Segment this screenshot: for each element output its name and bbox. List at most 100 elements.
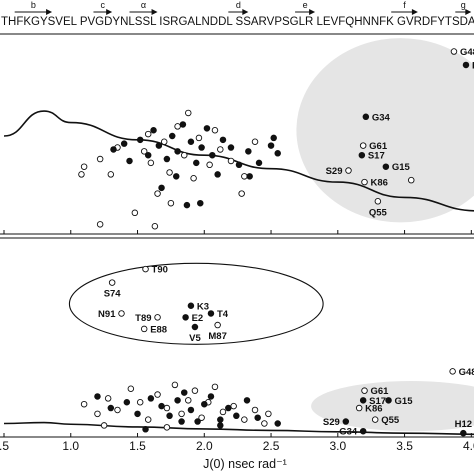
x-tick-label-3: 2.0 <box>196 439 213 453</box>
filled-point-6 <box>155 142 163 149</box>
point-g34 <box>359 427 367 435</box>
open-point-21 <box>100 422 108 429</box>
open-point-13 <box>185 109 192 117</box>
point-label-k86: K86 <box>365 404 382 415</box>
open-point-20 <box>265 410 272 418</box>
filled-point-9 <box>187 406 195 414</box>
open-point-9 <box>171 381 179 389</box>
filled-point-11 <box>187 138 195 146</box>
filled-point-12 <box>193 159 200 167</box>
protein-sequence: THFKGYSVEL PVGDYNLSSL ISRGALNDDL SSARVPS… <box>1 16 474 28</box>
open-point-22 <box>163 424 171 431</box>
point-s74 <box>108 279 116 286</box>
open-point-3 <box>107 171 115 178</box>
filled-point-4 <box>147 395 155 402</box>
point-label-k3: K3 <box>197 301 209 312</box>
highlight-region <box>311 381 474 432</box>
filled-point-17 <box>254 414 261 421</box>
filled-point-13 <box>198 144 205 151</box>
point-label-t4: T4 <box>217 309 229 320</box>
sequence-marker-label-4: e <box>303 0 308 10</box>
open-point-7 <box>147 159 155 167</box>
x-axis: .5 1.0 1.5 2.0 2.5 3.0 3.5 4.0 <box>0 230 474 453</box>
sequence-arrow-head-0 <box>46 9 53 15</box>
sequence-marker-label-5: f <box>403 0 406 10</box>
open-point-2 <box>96 155 104 163</box>
open-point-4 <box>127 385 135 393</box>
point-v5 <box>191 323 199 331</box>
point-e2 <box>182 314 189 321</box>
point-t4 <box>207 310 215 317</box>
point-label-k86: K86 <box>371 178 388 189</box>
open-point-11 <box>185 397 192 404</box>
open-point-8 <box>163 404 171 412</box>
sequence-arrow-head-4 <box>309 9 316 15</box>
filled-point-14 <box>225 404 232 412</box>
point-label-g61: G61 <box>371 386 390 397</box>
filled-point-2 <box>126 157 133 165</box>
point-label-h12: H12 <box>472 60 474 71</box>
point-label-g15: G15 <box>392 162 411 173</box>
point-h12 <box>462 61 470 69</box>
filled-point-26 <box>197 199 204 207</box>
point-label-g15: G15 <box>395 396 414 407</box>
open-point-12 <box>191 387 199 394</box>
x-tick-label-7: 4.0 <box>463 439 474 453</box>
point-q55 <box>371 416 379 423</box>
x-tick-label-1: 1.0 <box>62 439 79 453</box>
point-label-m87: M87 <box>208 331 226 342</box>
filled-point-20 <box>178 418 185 425</box>
point-t90 <box>142 265 149 273</box>
open-point-27 <box>407 176 415 184</box>
filled-point-20 <box>245 148 252 155</box>
model-curve <box>3 110 474 212</box>
open-point-17 <box>211 126 219 134</box>
open-point-5 <box>136 399 144 406</box>
point-t89 <box>154 314 161 321</box>
point-label-t90: T90 <box>152 265 168 276</box>
open-point-11 <box>174 123 181 130</box>
point-g61 <box>361 387 368 394</box>
open-point-10 <box>166 169 173 176</box>
sequence-marker-label-3: d <box>236 0 241 10</box>
filled-point-24 <box>158 184 165 192</box>
filled-point-1 <box>120 140 128 147</box>
x-tick-label-6: 3.5 <box>396 439 413 453</box>
open-point-24 <box>167 199 175 207</box>
filled-point-15 <box>233 412 240 420</box>
open-point-20 <box>241 173 248 180</box>
sequence-header: THFKGYSVEL PVGDYNLSSL ISRGALNDDL SSARVPS… <box>1 0 474 28</box>
sequence-arrow-head-5 <box>411 9 418 15</box>
filled-point-28 <box>246 173 253 180</box>
point-m87 <box>214 321 221 329</box>
point-s17 <box>358 151 366 159</box>
point-label-h12: H12 <box>455 419 472 430</box>
open-point-21 <box>251 138 259 146</box>
filled-point-7 <box>163 155 171 163</box>
open-point-0 <box>80 400 88 408</box>
point-g34 <box>362 113 370 121</box>
open-point-9 <box>160 138 168 146</box>
point-k86 <box>355 404 363 412</box>
point-s29 <box>342 418 350 425</box>
sequence-marker-label-6: g <box>461 0 466 10</box>
x-tick-label-4: 2.5 <box>263 439 280 453</box>
open-point-15 <box>195 134 203 142</box>
filled-point-11 <box>201 400 208 408</box>
x-axis-title: J(0) nsec rad⁻¹ <box>203 457 287 471</box>
open-point-1 <box>80 163 88 170</box>
point-k3 <box>187 302 195 310</box>
open-point-3 <box>114 406 121 414</box>
open-point-13 <box>198 414 205 421</box>
sequence-arrow-head-1 <box>106 9 113 15</box>
filled-point-14 <box>203 125 211 132</box>
x-tick-label-2: 1.5 <box>129 439 146 453</box>
open-point-23 <box>261 420 268 427</box>
point-label-q55: Q55 <box>381 415 400 426</box>
sequence-marker-label-1: c <box>101 0 106 10</box>
open-point-6 <box>140 148 148 155</box>
sequence-arrow-head-6 <box>465 9 472 15</box>
point-e88 <box>140 325 148 333</box>
open-point-10 <box>178 410 185 418</box>
point-h12 <box>460 429 467 437</box>
